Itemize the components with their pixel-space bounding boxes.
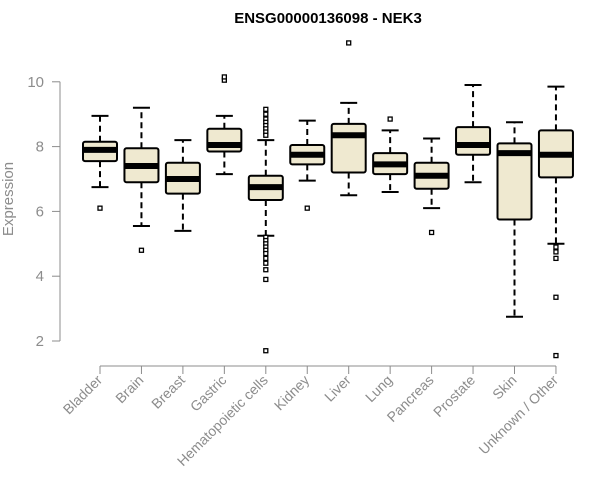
outlier-point	[263, 111, 269, 117]
box-group-kidney	[289, 119, 326, 211]
outlier-point	[263, 276, 269, 283]
y-tick-label: 4	[36, 268, 44, 285]
outlier-point	[553, 255, 559, 262]
box-group-lung	[372, 116, 409, 193]
iqr-box	[330, 122, 367, 174]
x-tick-label: Prostate	[430, 372, 478, 420]
box-group-liver	[330, 40, 367, 197]
outlier-point	[304, 205, 310, 211]
outlier-point	[553, 294, 559, 300]
outlier-point	[346, 40, 352, 46]
y-axis: 2 4 6 8 10	[27, 74, 61, 350]
outlier-point	[138, 247, 145, 253]
outlier-point	[428, 229, 435, 236]
iqr-box	[455, 126, 492, 156]
outlier-point	[263, 260, 269, 266]
x-tick-label: Liver	[321, 372, 354, 405]
box-group-breast	[164, 139, 201, 232]
box-group-brain	[123, 106, 160, 253]
x-tick-label: Brain	[112, 372, 146, 406]
x-tick-label: Unknown / Other	[475, 372, 561, 458]
outlier-point	[553, 244, 559, 250]
outlier-point	[263, 267, 269, 273]
x-tick-label: Kidney	[271, 372, 313, 414]
box-group-skin	[496, 121, 533, 318]
outlier-point	[263, 106, 269, 112]
iqr-box	[206, 127, 243, 153]
plot-area	[82, 40, 574, 359]
y-tick-label: 8	[36, 139, 44, 156]
x-tick-label: Breast	[148, 372, 188, 412]
y-tick-label: 10	[27, 74, 44, 91]
y-tick-label: 2	[36, 333, 44, 350]
box-group-unknown-other	[537, 85, 574, 359]
outlier-point	[221, 74, 228, 80]
outlier-point	[387, 116, 393, 122]
y-tick-label: 6	[36, 203, 44, 220]
y-axis-label: Expression	[0, 162, 17, 236]
outlier-point	[553, 352, 559, 359]
box-group-hematopoietic-cells	[247, 106, 284, 354]
outlier-point	[263, 255, 269, 262]
box-group-bladder	[82, 114, 118, 211]
iqr-box	[496, 142, 533, 221]
outlier-point	[263, 250, 269, 257]
box-group-prostate	[455, 84, 492, 184]
outlier-point	[553, 249, 559, 255]
outlier-point	[263, 132, 269, 138]
x-tick-label: Bladder	[60, 372, 106, 418]
outlier-point	[263, 348, 269, 354]
chart-title: ENSG00000136098 - NEK3	[234, 10, 422, 27]
box-group-pancreas	[413, 137, 450, 236]
x-tick-label: Skin	[489, 372, 520, 403]
x-tick-label: Lung	[362, 372, 395, 405]
box-group-gastric	[206, 74, 243, 176]
outlier-point	[97, 205, 103, 211]
